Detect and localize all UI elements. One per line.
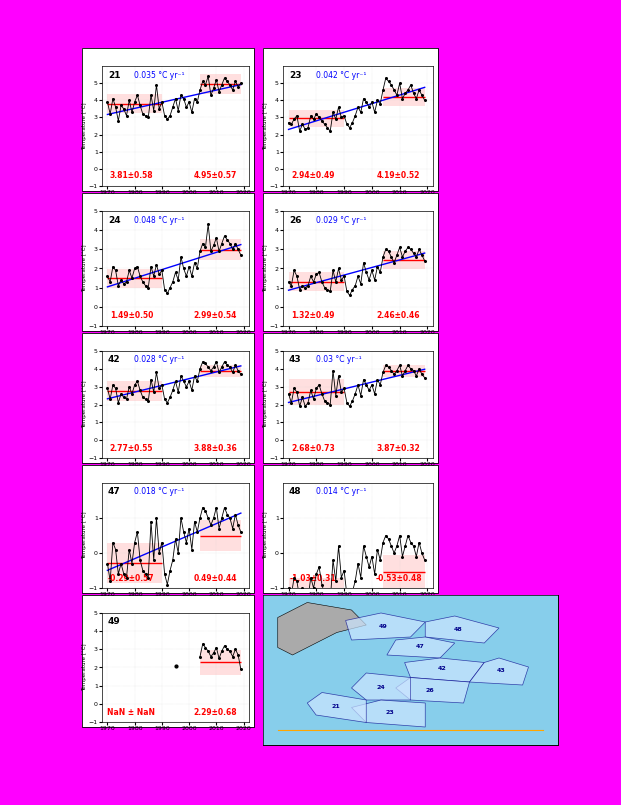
Y-axis label: Temperature [°C]: Temperature [°C] <box>263 512 268 559</box>
Text: 0.042 °C yr⁻¹: 0.042 °C yr⁻¹ <box>316 71 366 80</box>
Y-axis label: Temperature [°C]: Temperature [°C] <box>263 102 268 150</box>
Y-axis label: Temperature [°C]: Temperature [°C] <box>263 245 268 292</box>
Text: 2.94±0.49: 2.94±0.49 <box>291 171 335 180</box>
Text: NaN ± NaN: NaN ± NaN <box>107 708 155 716</box>
Polygon shape <box>469 658 528 685</box>
Polygon shape <box>346 613 425 640</box>
Text: 0.035 °C yr⁻¹: 0.035 °C yr⁻¹ <box>134 71 185 80</box>
Polygon shape <box>387 637 455 658</box>
Y-axis label: Temperature [°C]: Temperature [°C] <box>81 644 86 691</box>
Bar <box>200 74 241 93</box>
Text: 3.88±0.36: 3.88±0.36 <box>193 444 237 452</box>
Bar <box>289 578 344 600</box>
Polygon shape <box>405 658 484 682</box>
Bar <box>289 379 344 406</box>
Text: 0.018 °C yr⁻¹: 0.018 °C yr⁻¹ <box>134 487 184 496</box>
Text: -1.03±0.31: -1.03±0.31 <box>289 574 337 583</box>
Text: 26: 26 <box>425 687 434 692</box>
Text: 47: 47 <box>108 487 120 496</box>
Bar <box>107 543 162 583</box>
Bar <box>200 365 241 378</box>
Bar <box>383 251 425 269</box>
Text: 3.87±0.32: 3.87±0.32 <box>376 444 420 452</box>
Text: 4.95±0.57: 4.95±0.57 <box>194 171 237 180</box>
Text: 0.029 °C yr⁻¹: 0.029 °C yr⁻¹ <box>316 216 366 225</box>
Text: 49: 49 <box>378 624 387 629</box>
Polygon shape <box>307 692 366 723</box>
Text: 42: 42 <box>437 666 446 671</box>
Polygon shape <box>425 616 499 643</box>
Text: 2.46±0.46: 2.46±0.46 <box>377 312 420 320</box>
Bar <box>107 93 162 114</box>
Text: 43: 43 <box>496 668 505 674</box>
Text: 2.99±0.54: 2.99±0.54 <box>194 312 237 320</box>
Text: 23: 23 <box>289 71 302 80</box>
Text: 48: 48 <box>453 627 462 632</box>
Bar <box>200 521 241 551</box>
Y-axis label: Temperature [°C]: Temperature [°C] <box>81 245 86 292</box>
Bar <box>200 239 241 260</box>
Text: 2.77±0.55: 2.77±0.55 <box>110 444 153 452</box>
Text: 26: 26 <box>289 216 302 225</box>
Text: 1.49±0.50: 1.49±0.50 <box>110 312 153 320</box>
Text: 0.03 °C yr⁻¹: 0.03 °C yr⁻¹ <box>316 355 361 365</box>
Text: 21: 21 <box>331 704 340 709</box>
Text: 2.68±0.73: 2.68±0.73 <box>291 444 335 452</box>
Text: 43: 43 <box>289 355 302 365</box>
Text: -0.29±0.57: -0.29±0.57 <box>108 574 155 583</box>
Text: 42: 42 <box>108 355 120 365</box>
Polygon shape <box>278 602 366 655</box>
Bar <box>107 269 162 288</box>
Y-axis label: Temperature [°C]: Temperature [°C] <box>81 512 86 559</box>
Text: 2.29±0.68: 2.29±0.68 <box>193 708 237 716</box>
Text: 1.32±0.49: 1.32±0.49 <box>291 312 335 320</box>
Bar <box>200 650 241 675</box>
Text: 0.048 °C yr⁻¹: 0.048 °C yr⁻¹ <box>134 216 184 225</box>
Bar <box>289 110 344 127</box>
Text: 0.49±0.44: 0.49±0.44 <box>193 574 237 583</box>
Bar <box>289 272 344 291</box>
Text: 47: 47 <box>416 644 425 649</box>
Text: 49: 49 <box>108 617 120 626</box>
Text: 0.028 °C yr⁻¹: 0.028 °C yr⁻¹ <box>134 355 184 365</box>
Y-axis label: Temperature [°C]: Temperature [°C] <box>81 381 86 428</box>
Text: 0.014 °C yr⁻¹: 0.014 °C yr⁻¹ <box>316 487 366 496</box>
Y-axis label: Temperature [°C]: Temperature [°C] <box>263 381 268 428</box>
Bar <box>383 555 425 588</box>
Text: 3.81±0.58: 3.81±0.58 <box>109 171 153 180</box>
Polygon shape <box>396 678 469 703</box>
Y-axis label: Temperature [°C]: Temperature [°C] <box>81 102 86 150</box>
Text: 4.19±0.52: 4.19±0.52 <box>377 171 420 180</box>
Polygon shape <box>351 673 410 700</box>
Text: 23: 23 <box>386 709 394 715</box>
Text: 21: 21 <box>108 71 120 80</box>
Polygon shape <box>351 700 425 727</box>
Bar <box>107 381 162 401</box>
Text: 24: 24 <box>376 685 386 690</box>
Text: -0.53±0.48: -0.53±0.48 <box>375 574 422 583</box>
Bar <box>383 88 425 106</box>
Text: 24: 24 <box>108 216 120 225</box>
Bar <box>383 365 425 377</box>
Text: 48: 48 <box>289 487 302 496</box>
